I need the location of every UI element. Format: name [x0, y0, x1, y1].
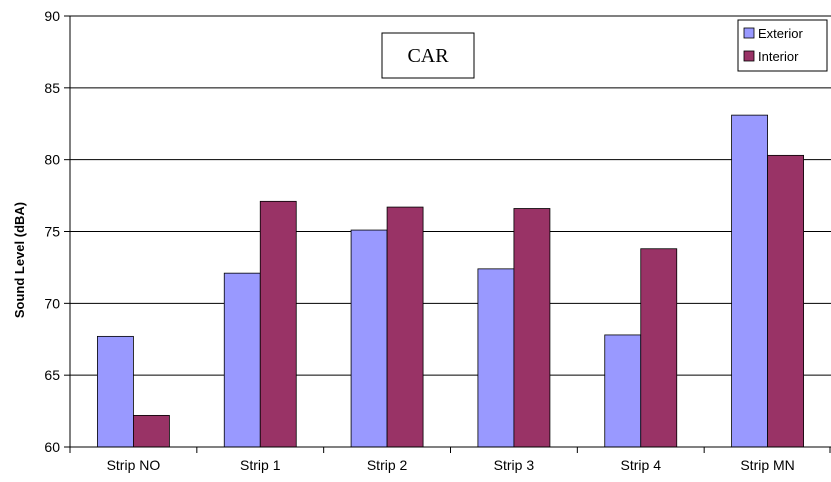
chart-title-box: CAR	[381, 32, 475, 79]
chart-title: CAR	[407, 45, 449, 67]
y-axis-label: Sound Level (dBA)	[12, 202, 27, 318]
legend-swatch-interior	[743, 50, 755, 62]
bar-interior-strip-4	[640, 248, 678, 448]
y-tick-label: 90	[44, 8, 60, 24]
bar-exterior-strip-1	[223, 272, 261, 448]
chart-title-border	[381, 32, 475, 79]
x-tick-labels: Strip NO Strip 1 Strip 2 Strip 3 Strip 4 Stri…	[69, 447, 831, 473]
legend: Exterior Interior	[737, 19, 828, 72]
y-tick-label: 85	[44, 80, 60, 96]
x-tick-label: Strip NO	[107, 457, 161, 473]
x-tick-label: Strip MN	[740, 457, 794, 473]
bar-interior-strip-no	[133, 414, 170, 448]
y-tick-label: 60	[44, 439, 60, 455]
bar-exterior-strip-no	[97, 335, 134, 448]
y-tick-labels: 60 65 70 75 80 85 90	[44, 8, 70, 455]
y-tick-label: 65	[44, 367, 60, 383]
bar-exterior-strip-2	[350, 229, 388, 448]
bar-interior-strip-mn	[767, 154, 804, 448]
legend-label-exterior: Exterior	[758, 26, 803, 41]
bar-interior-strip-3	[513, 208, 551, 448]
y-tick-label: 75	[44, 224, 60, 240]
legend-label-interior: Interior	[758, 49, 799, 64]
x-tick-label: Strip 3	[494, 457, 535, 473]
y-tick-label: 70	[44, 295, 60, 311]
bars	[97, 114, 804, 448]
gridlines	[70, 15, 831, 376]
bar-interior-strip-2	[386, 206, 424, 448]
bar-interior-strip-1	[259, 200, 297, 448]
bar-exterior-strip-mn	[731, 114, 768, 448]
x-tick-label: Strip 1	[240, 457, 281, 473]
x-tick-label: Strip 4	[621, 457, 662, 473]
bar-exterior-strip-4	[604, 334, 642, 448]
bar-exterior-strip-3	[477, 268, 515, 448]
x-tick-label: Strip 2	[367, 457, 408, 473]
legend-swatch-exterior	[743, 27, 755, 39]
y-tick-label: 80	[44, 152, 60, 168]
